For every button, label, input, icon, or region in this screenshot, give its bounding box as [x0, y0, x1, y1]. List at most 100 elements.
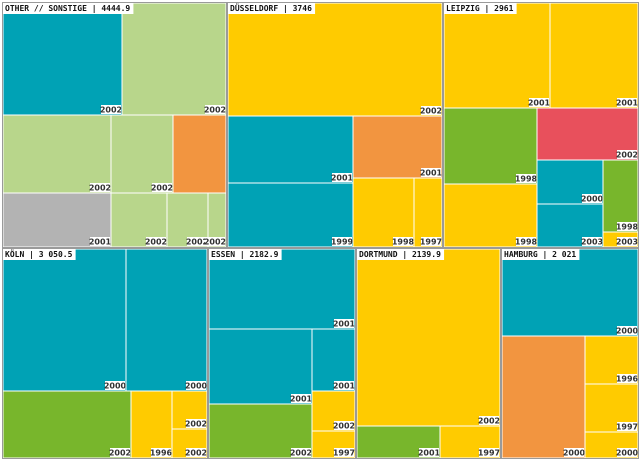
group-border — [208, 248, 356, 459]
group-title: OTHER // SONSTIGE | 4444.9 — [5, 4, 130, 13]
cell-label-background — [186, 381, 206, 390]
cell-label: 1997 — [420, 238, 442, 247]
treemap-group: 2001 2001 2001 2002 2002 1997 ESSEN | 2182.9 — [208, 248, 356, 459]
cell-label: 2000 — [616, 327, 639, 336]
cell-label-background — [332, 237, 352, 246]
cell-label: 2002 — [109, 449, 131, 458]
cell-label: 2000 — [581, 195, 604, 204]
treemap-group: 2002 2001 1997 DORTMUND | 2139.9 — [356, 248, 501, 459]
group-border — [501, 248, 639, 459]
treemap-cell — [2, 2, 123, 116]
cell-label-background — [334, 319, 354, 328]
group-border — [227, 2, 443, 248]
cell-label: 2003 — [581, 238, 603, 247]
cell-label-background — [529, 98, 549, 107]
treemap-cell — [443, 2, 551, 109]
treemap-cell — [227, 2, 443, 117]
cell-label-background — [110, 448, 130, 457]
cell-label: 2002 — [145, 238, 167, 247]
group-title-background — [209, 249, 282, 260]
cell-label: 2001 — [89, 238, 112, 247]
cell-label: 2003 — [616, 238, 638, 247]
cell-label: 2002 — [204, 238, 226, 247]
cell-label-background — [334, 448, 354, 457]
cell-label-background — [421, 168, 441, 177]
cell-label-background — [617, 222, 637, 231]
cell-label-background — [187, 237, 207, 246]
cell-label-background — [582, 194, 602, 203]
group-border — [2, 248, 208, 459]
group-title: DÜSSELDORF | 3746 — [230, 3, 312, 13]
cell-label: 2002 — [185, 420, 207, 429]
treemap-cell — [311, 328, 356, 392]
group-title-background — [357, 249, 445, 260]
cell-label: 2002 — [100, 106, 122, 115]
treemap-cell — [125, 248, 208, 392]
cell-label: 1996 — [150, 449, 173, 458]
cell-label: 2001 — [528, 99, 551, 108]
cell-label-background — [334, 381, 354, 390]
treemap-cell — [443, 107, 538, 185]
cell-label-background — [393, 237, 413, 246]
group-title-background — [444, 3, 517, 14]
treemap-cell — [121, 2, 227, 116]
cell-label-background — [334, 421, 354, 430]
cell-label: 2002 — [616, 151, 638, 160]
cell-label-background — [421, 237, 441, 246]
cell-label: 1999 — [331, 238, 354, 247]
cell-label: 1997 — [616, 423, 638, 432]
cell-label: 2000 — [185, 382, 208, 391]
cell-label-background — [516, 237, 536, 246]
cell-label-background — [582, 237, 602, 246]
cell-label-background — [146, 237, 166, 246]
group-title-background — [3, 249, 76, 260]
cell-label-background — [151, 448, 171, 457]
cell-label-background — [205, 105, 225, 114]
cell-label: 2001 — [290, 395, 313, 404]
cell-label-background — [90, 183, 110, 192]
cell-label: 2001 — [418, 449, 441, 458]
cell-label-background — [205, 237, 225, 246]
cell-label-background — [105, 381, 125, 390]
cell-label-background — [617, 422, 637, 431]
cell-label-background — [332, 173, 352, 182]
cell-label-background — [291, 394, 311, 403]
cell-label-background — [617, 150, 637, 159]
group-border — [356, 248, 501, 459]
treemap-cell — [2, 114, 112, 194]
cell-label-background — [186, 448, 206, 457]
treemap-cell — [110, 114, 174, 194]
cell-label-background — [421, 106, 441, 115]
treemap-cell — [352, 177, 415, 248]
treemap-cell — [352, 115, 443, 179]
treemap-cell — [602, 159, 639, 233]
cell-label-background — [617, 326, 637, 335]
cell-label-background — [617, 98, 637, 107]
group-title: HAMBURG | 2 021 — [504, 250, 576, 259]
group-border — [2, 2, 227, 248]
cell-label: 2001 — [331, 174, 354, 183]
treemap-cell — [130, 390, 173, 459]
treemap-cell — [501, 248, 639, 337]
cell-label: 2002 — [185, 449, 207, 458]
group-title-background — [228, 3, 316, 14]
cell-label: 2001 — [420, 169, 443, 178]
cell-label: 2000 — [104, 382, 127, 391]
cell-label: 1998 — [392, 238, 415, 247]
group-title-background — [3, 3, 134, 14]
cell-label-background — [516, 174, 536, 183]
treemap-cell — [413, 177, 443, 248]
treemap-group: 2001 2001 1998 2002 2000 1998 1998 2003 2003 LEIP… — [443, 2, 639, 248]
treemap-group: 2002 2001 2001 1999 1998 1997 DÜSSELDORF | 374… — [227, 2, 443, 248]
cell-label: 2002 — [478, 417, 500, 426]
cell-label: 1996 — [616, 375, 639, 384]
treemap-cell — [501, 335, 586, 459]
treemap-cell — [2, 390, 132, 459]
cell-label: 2002 — [186, 238, 208, 247]
treemap-cell — [549, 2, 639, 109]
cell-label-background — [291, 448, 311, 457]
cell-label-background — [479, 448, 499, 457]
group-title: KÖLN | 3 050.5 — [5, 249, 73, 259]
